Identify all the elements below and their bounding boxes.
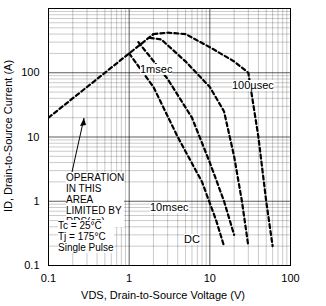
html-text:VDS, Drain-to-Source Voltage (: VDS, Drain-to-Source Voltage (V) [81, 289, 245, 301]
svg-text:1: 1 [126, 272, 132, 284]
html-text:Tc = 25°C Tj = 175°C Single Pu: Tc = 25°C Tj = 175°C Single Pulse [58, 220, 114, 253]
html-text:100µsec: 100µsec [232, 79, 274, 91]
svg-text:0.1: 0.1 [41, 272, 56, 284]
svg-text:10: 10 [204, 272, 216, 284]
svg-text:0.1: 0.1 [24, 259, 39, 271]
html-text:1msec: 1msec [140, 63, 173, 75]
svg-text:10: 10 [27, 131, 39, 143]
html-text:OPERATION IN THIS AREA LIMITED: OPERATION IN THIS AREA LIMITED BY RDS(on… [66, 172, 125, 227]
html-text:DC: DC [184, 233, 200, 245]
svg-text:100: 100 [281, 272, 299, 284]
svg-text:100: 100 [21, 66, 39, 78]
html-text:ID, Drain-to-Source Current (A: ID, Drain-to-Source Current (A) [2, 59, 14, 212]
svg-text:1: 1 [33, 195, 39, 207]
html-text:10msec: 10msec [150, 201, 189, 213]
